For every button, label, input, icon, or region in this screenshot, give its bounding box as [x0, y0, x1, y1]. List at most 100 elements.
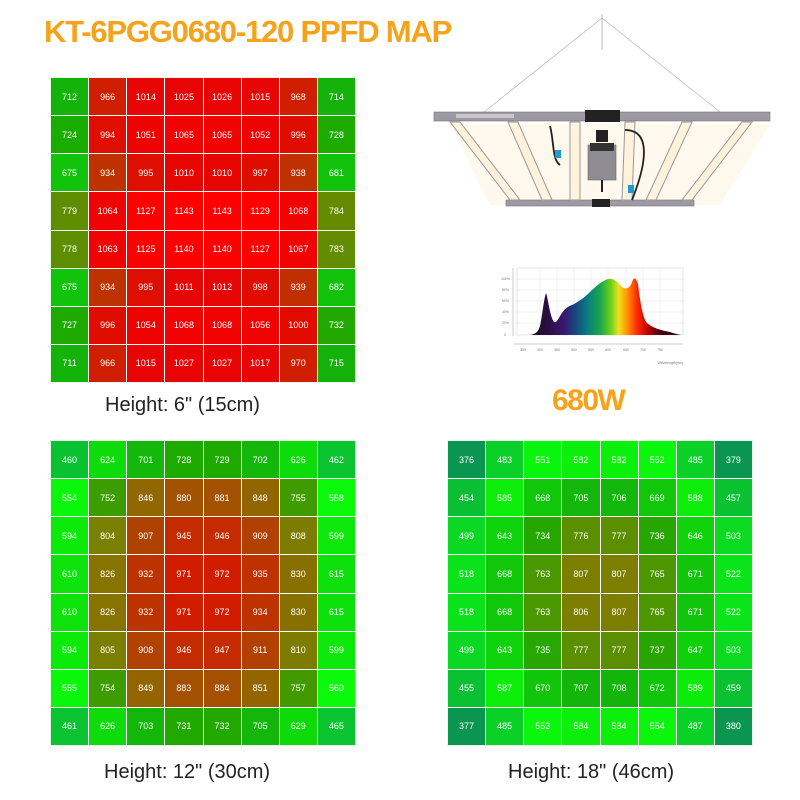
- ppfd-cell: 846: [127, 479, 165, 517]
- ppfd-cell: 998: [241, 268, 279, 306]
- wattage-label: 680W: [552, 384, 626, 417]
- ppfd-cell: 455: [448, 669, 486, 707]
- ppfd-cell: 776: [562, 517, 600, 555]
- ppfd-cell: 1140: [203, 230, 241, 268]
- ppfd-cell: 932: [127, 555, 165, 593]
- ppfd-cell: 1054: [127, 306, 165, 344]
- ppfd-cell: 1063: [89, 230, 127, 268]
- ppfd-cell: 968: [279, 78, 317, 116]
- ppfd-cell: 934: [241, 593, 279, 631]
- ppfd-cell: 582: [562, 441, 600, 479]
- ppfd-cell: 705: [241, 707, 279, 745]
- ppfd-cell: 881: [203, 479, 241, 517]
- ppfd-map-12in: 460 624 701 728 729 702 626 462 554 752 846 880 881 8…: [50, 440, 356, 746]
- ppfd-cell: 1052: [241, 116, 279, 154]
- ppfd-cell: 966: [89, 344, 127, 382]
- ppfd-cell: 702: [241, 441, 279, 479]
- ppfd-cell: 588: [676, 479, 714, 517]
- ppfd-cell: 778: [51, 230, 89, 268]
- ppfd-cell: 830: [279, 593, 317, 631]
- ppfd-cell: 554: [51, 479, 89, 517]
- ppfd-cell: 807: [600, 555, 638, 593]
- ppfd-cell: 701: [127, 441, 165, 479]
- ppfd-map-6in: 712 966 1014 1025 1026 1015 968 714 724 994 1051 10…: [50, 77, 356, 383]
- ppfd-cell: 1015: [241, 78, 279, 116]
- ppfd-cell: 555: [51, 669, 89, 707]
- ppfd-cell: 682: [317, 268, 355, 306]
- ppfd-cell: 932: [127, 593, 165, 631]
- ppfd-cell: 735: [524, 631, 562, 669]
- ppfd-cell: 560: [317, 669, 355, 707]
- ppfd-cell: 908: [127, 631, 165, 669]
- ppfd-cell: 807: [562, 555, 600, 593]
- ppfd-cell: 483: [486, 441, 524, 479]
- ppfd-cell: 670: [524, 669, 562, 707]
- ppfd-cell: 972: [203, 555, 241, 593]
- ppfd-cell: 883: [165, 669, 203, 707]
- ppfd-cell: 830: [279, 555, 317, 593]
- ppfd-cell: 757: [279, 669, 317, 707]
- ppfd-cell: 707: [562, 669, 600, 707]
- ppfd-cell: 911: [241, 631, 279, 669]
- ppfd-cell: 647: [676, 631, 714, 669]
- ppfd-cell: 1143: [165, 192, 203, 230]
- ppfd-cell: 668: [486, 555, 524, 593]
- ppfd-cell: 462: [317, 441, 355, 479]
- ppfd-cell: 732: [317, 306, 355, 344]
- ppfd-cell: 907: [127, 517, 165, 555]
- ppfd-cell: 465: [317, 707, 355, 745]
- ppfd-cell: 643: [486, 631, 524, 669]
- ppfd-cell: 734: [524, 517, 562, 555]
- ppfd-cell: 668: [524, 479, 562, 517]
- ppfd-cell: 594: [51, 517, 89, 555]
- x-tick: 450: [554, 348, 560, 352]
- ppfd-cell: 1065: [203, 116, 241, 154]
- ppfd-cell: 1051: [127, 116, 165, 154]
- ppfd-cell: 1017: [241, 344, 279, 382]
- ppfd-cell: 777: [600, 631, 638, 669]
- x-tick: 350: [520, 348, 526, 352]
- ppfd-cell: 765: [638, 593, 676, 631]
- ppfd-cell: 1068: [203, 306, 241, 344]
- ppfd-cell: 737: [638, 631, 676, 669]
- ppfd-cell: 461: [51, 707, 89, 745]
- ppfd-cell: 610: [51, 593, 89, 631]
- ppfd-cell: 554: [638, 707, 676, 745]
- ppfd-cell: 884: [203, 669, 241, 707]
- y-tick: 0: [504, 333, 506, 337]
- ppfd-cell: 552: [638, 441, 676, 479]
- ppfd-cell: 966: [89, 78, 127, 116]
- y-tick: 80%: [502, 288, 509, 292]
- y-tick: 20%: [502, 321, 509, 325]
- ppfd-cell: 1011: [165, 268, 203, 306]
- ppfd-cell: 1010: [203, 154, 241, 192]
- ppfd-cell: 705: [562, 479, 600, 517]
- ppfd-cell: 626: [89, 707, 127, 745]
- ppfd-map-18in: 376 483 551 582 582 552 485 379 454 585 668 705 706 6…: [447, 440, 753, 746]
- ppfd-cell: 379: [714, 441, 752, 479]
- ppfd-cell: 1010: [165, 154, 203, 192]
- ppfd-cell: 826: [89, 593, 127, 631]
- ppfd-cell: 752: [89, 479, 127, 517]
- ppfd-cell: 808: [279, 517, 317, 555]
- ppfd-cell: 810: [279, 631, 317, 669]
- ppfd-cell: 584: [600, 707, 638, 745]
- ppfd-cell: 934: [89, 268, 127, 306]
- ppfd-cell: 1068: [279, 192, 317, 230]
- x-tick: 750: [657, 348, 663, 352]
- ppfd-cell: 763: [524, 555, 562, 593]
- height-label-12in: Height: 12" (30cm): [104, 761, 271, 783]
- ppfd-cell: 779: [51, 192, 89, 230]
- grow-light-fixture-image: [433, 14, 771, 207]
- ppfd-cell: 518: [448, 555, 486, 593]
- ppfd-cell: 1143: [203, 192, 241, 230]
- ppfd-cell: 1125: [127, 230, 165, 268]
- ppfd-cell: 1065: [165, 116, 203, 154]
- ppfd-cell: 777: [562, 631, 600, 669]
- ppfd-cell: 454: [448, 479, 486, 517]
- ppfd-cell: 755: [279, 479, 317, 517]
- x-tick: 550: [588, 348, 594, 352]
- ppfd-cell: 1140: [165, 230, 203, 268]
- ppfd-cell: 675: [51, 154, 89, 192]
- ppfd-cell: 765: [638, 555, 676, 593]
